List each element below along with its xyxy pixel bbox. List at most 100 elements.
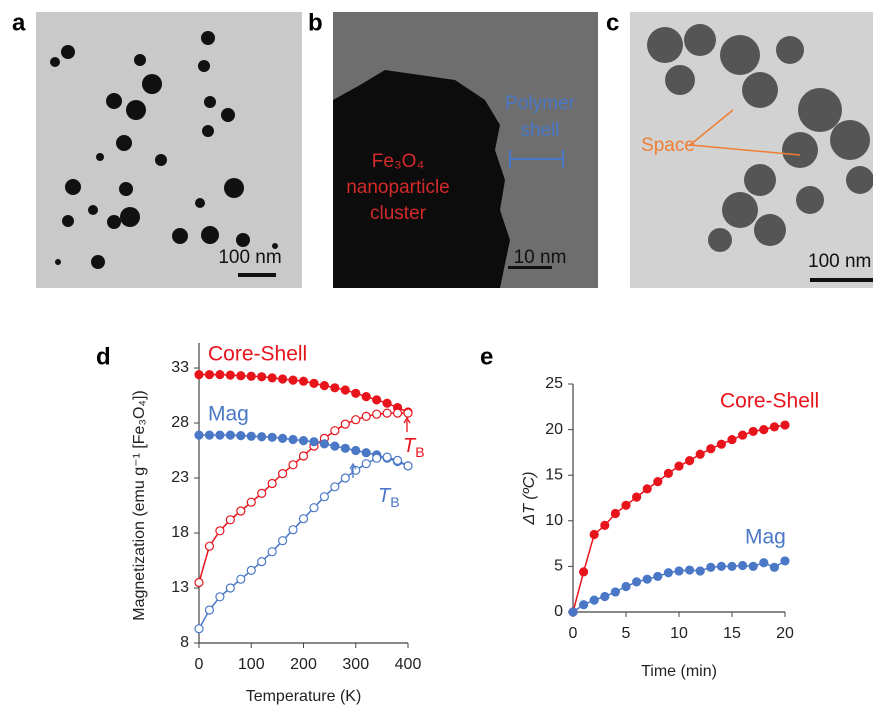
shell-label: shell [520,120,559,141]
open-marker [257,488,267,498]
marker [372,395,382,405]
marker [194,430,204,440]
open-marker [298,451,309,461]
open-marker [382,452,392,462]
marker [361,392,371,402]
y-axis-label: ΔT (ºC) [521,471,538,525]
open-marker [194,577,204,588]
marker [759,425,769,435]
marker [204,430,215,440]
marker [621,581,631,592]
panel-letter: a [12,9,26,36]
open-marker [351,465,361,475]
marker [695,566,705,576]
marker [319,439,329,449]
open-marker [298,514,309,524]
marker [621,500,631,510]
open-marker [382,408,392,418]
y-tick-label: 18 [171,524,189,541]
marker [642,574,652,584]
marker [351,388,361,398]
open-marker [351,415,361,425]
open-marker [372,453,382,463]
marker [309,378,319,388]
marker [246,431,256,441]
marker [257,432,267,442]
marker [716,439,727,449]
marker [309,437,319,447]
open-marker [215,592,225,602]
y-tick-label: 23 [171,469,189,486]
y-tick-label: 10 [545,512,563,529]
marker [330,383,340,393]
open-marker [225,583,235,593]
micrograph-b [333,12,598,288]
marker [215,370,225,380]
micrograph-a [36,12,302,288]
annotation: TB [378,485,400,509]
annotation: TB [403,435,425,459]
core-label: Fe₃O₄ [372,151,425,172]
x-tick-label: 20 [776,625,794,642]
open-marker [361,411,371,421]
open-marker [372,409,382,419]
marker [225,430,235,440]
marker [340,443,350,453]
x-tick-label: 200 [290,656,317,673]
marker [340,385,350,395]
scale-bar-label: 10 nm [514,247,567,268]
y-tick-label: 25 [545,375,563,392]
y-tick-label: 8 [180,634,189,651]
panel-letter: d [96,343,111,370]
open-marker [267,547,277,557]
marker [769,422,780,432]
open-marker [246,565,256,576]
open-marker [392,408,403,418]
marker [267,373,277,383]
marker [246,371,256,381]
marker [642,484,652,494]
marker [236,371,246,381]
marker [706,444,716,454]
marker [278,374,288,384]
marker [568,607,578,617]
marker [631,492,642,502]
marker [674,461,684,471]
marker [319,381,329,391]
open-marker [225,515,235,525]
marker [780,556,790,566]
marker [288,434,298,445]
marker [298,376,309,386]
series-label: Mag [745,526,786,549]
open-marker [288,525,298,535]
y-tick-label: 20 [545,421,563,438]
open-marker [278,469,288,479]
marker [780,420,790,430]
marker [267,432,277,442]
marker [737,430,748,440]
marker [600,520,610,530]
marker [610,587,621,597]
marker [298,436,309,446]
open-marker [361,459,371,469]
marker [759,558,769,568]
marker [706,562,716,572]
open-marker [330,426,340,436]
series-line [198,456,409,630]
marker [631,577,642,587]
marker [215,430,225,440]
open-marker [288,460,298,470]
open-marker [204,541,215,551]
open-marker [257,556,267,567]
y-tick-label: 28 [171,414,189,431]
marker [578,567,589,577]
x-tick-label: 300 [342,656,369,673]
series-label: Core-Shell [720,390,819,413]
open-marker [330,482,340,492]
marker [382,398,392,408]
marker [589,595,599,605]
open-marker [340,473,350,483]
marker [330,441,340,451]
